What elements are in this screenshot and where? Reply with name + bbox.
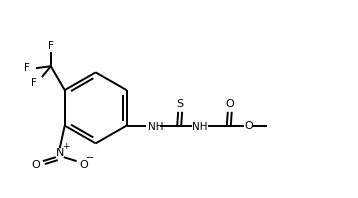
Text: O: O [226,99,234,109]
Text: F: F [24,63,30,73]
Text: O: O [32,160,40,170]
Text: O: O [244,121,253,131]
Text: +: + [62,142,69,151]
Text: NH: NH [192,122,208,132]
Text: N: N [55,148,64,158]
Text: O: O [79,160,88,170]
Text: S: S [176,99,184,109]
Text: NH: NH [147,122,163,132]
Text: F: F [48,42,54,51]
Text: −: − [86,153,95,163]
Text: F: F [31,78,37,88]
